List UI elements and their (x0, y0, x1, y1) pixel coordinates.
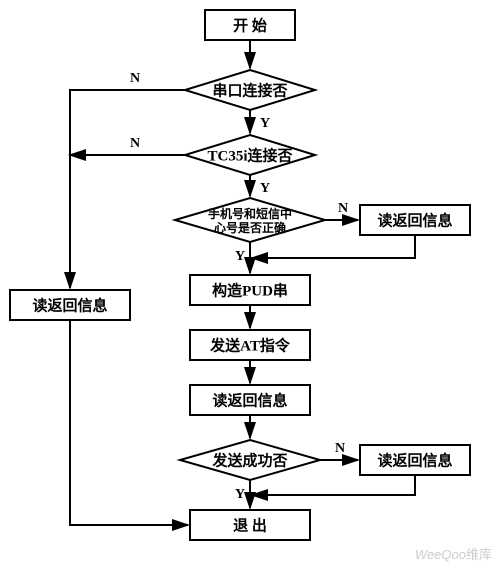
label-read-center: 读返回信息 (212, 391, 287, 409)
label-phone-line1: 手机号和短信中 (208, 206, 292, 221)
watermark: WeeQoo维库 (415, 544, 492, 563)
label-tc35i: TC35i连接否 (207, 146, 292, 164)
node-tc35i-connected: TC35i连接否 (185, 135, 315, 175)
label-n-serial: N (130, 71, 140, 86)
label-read-right2: 读返回信息 (377, 451, 452, 469)
node-exit: 退 出 (190, 510, 310, 540)
watermark-text: WeeQoo (415, 547, 466, 562)
label-read-right1: 读返回信息 (377, 211, 452, 229)
node-send-at: 发送AT指令 (190, 330, 310, 360)
label-n-tc35i: N (130, 136, 140, 151)
label-start: 开 始 (233, 16, 267, 34)
label-phone-line2: 心号是否正确 (214, 220, 286, 235)
edge-serial-readleft (70, 90, 185, 288)
label-y-tc35i: Y (260, 181, 270, 196)
label-y-success: Y (235, 487, 245, 502)
label-at: 发送AT指令 (209, 336, 291, 354)
label-exit: 退 出 (233, 516, 267, 534)
label-n-success: N (335, 441, 345, 456)
edge-readleft-exit (70, 320, 188, 525)
label-read-left: 读返回信息 (32, 296, 107, 314)
label-pud: 构造PUD串 (212, 281, 288, 299)
label-y-serial: Y (260, 116, 270, 131)
label-serial: 串口连接否 (212, 81, 287, 99)
watermark-text-cn: 维库 (466, 547, 492, 562)
node-read-return-left: 读返回信息 (10, 290, 130, 320)
node-read-return-right2: 读返回信息 (360, 445, 470, 475)
node-build-pud: 构造PUD串 (190, 275, 310, 305)
flowchart-canvas: 开 始 串口连接否 TC35i连接否 手机号和短信中 心号是否正确 读返回信息 … (0, 0, 500, 569)
node-send-success: 发送成功否 (180, 440, 320, 480)
label-success: 发送成功否 (211, 451, 287, 469)
node-read-return-center: 读返回信息 (190, 385, 310, 415)
node-start: 开 始 (205, 10, 295, 40)
node-phone-smscenter: 手机号和短信中 心号是否正确 (175, 198, 325, 242)
node-serial-connected: 串口连接否 (185, 70, 315, 110)
edge-readright1-back (252, 235, 415, 258)
label-n-phone: N (338, 201, 348, 216)
node-read-return-right1: 读返回信息 (360, 205, 470, 235)
label-y-phone: Y (235, 249, 245, 264)
edge-readright2-back (252, 475, 415, 495)
